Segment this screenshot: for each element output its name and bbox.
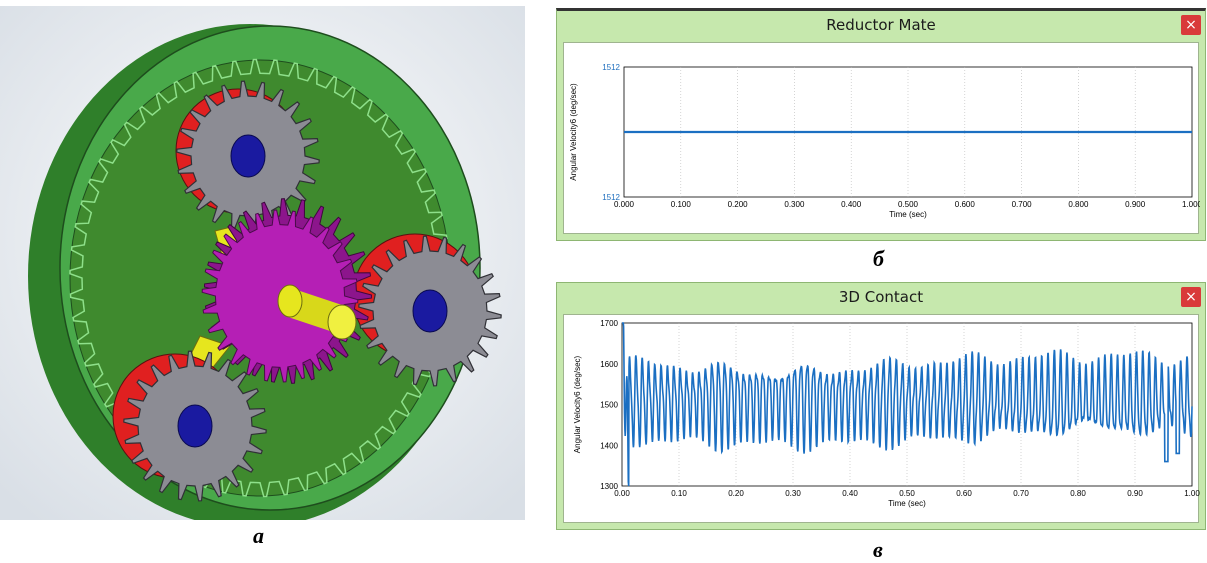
y-axis-label: Angular Velocity6 (deg/sec)	[573, 355, 582, 453]
chart-3d-contact: 0.00 0.10 0.20 0.30 0.40 0.50 0.60 0.70 0.80 0.90…	[573, 319, 1200, 508]
plot-window-reductor-mate[interactable]: Reductor Mate × 0.000 0.100 0.200 0.300 0.40…	[556, 8, 1206, 241]
plot-area: 0.000 0.100 0.200 0.300 0.400 0.500 0.600 0.700…	[563, 42, 1200, 234]
figure-caption-b: б	[873, 246, 884, 271]
window-title: 3D Contact	[838, 288, 924, 306]
window-titlebar[interactable]: Reductor Mate ×	[557, 11, 1205, 40]
planet-gear	[176, 80, 320, 232]
ring-gear-teeth	[69, 58, 451, 498]
plot-window-3d-contact[interactable]: 3D Contact × 0.00 0.10 0.20 0.30 0.40 0.50 0.6…	[556, 282, 1206, 530]
x-tick-label: 1.00	[1184, 489, 1200, 498]
x-tick-label: 0.100	[671, 200, 692, 209]
chart-reductor-mate: 0.000 0.100 0.200 0.300 0.400 0.500 0.600 0.700…	[569, 63, 1200, 219]
shaft	[277, 284, 357, 340]
close-button[interactable]: ×	[1181, 287, 1201, 307]
x-tick-label: 0.500	[898, 200, 919, 209]
x-tick-label: 0.900	[1125, 200, 1146, 209]
x-tick-label: 0.70	[1013, 489, 1029, 498]
planet-hub	[412, 289, 448, 333]
x-tick-label: 0.30	[785, 489, 801, 498]
x-tick-label: 0.600	[955, 200, 976, 209]
x-tick-label: 0.800	[1068, 200, 1089, 209]
x-tick-label: 0.00	[614, 489, 630, 498]
planetary-gear-illustration	[0, 6, 525, 520]
y-tick-label: 1700	[600, 319, 618, 328]
planet-gear	[123, 350, 267, 502]
y-axis-label: Angular Velocity6 (deg/sec)	[569, 83, 578, 181]
x-tick-label: 0.50	[899, 489, 915, 498]
x-tick-label: 0.300	[784, 200, 805, 209]
figure-caption-c: в	[873, 537, 883, 562]
x-tick-label: 0.400	[841, 200, 862, 209]
x-tick-label: 0.60	[956, 489, 972, 498]
x-tick-label: 0.40	[842, 489, 858, 498]
x-axis-label: Time (sec)	[889, 210, 927, 219]
y-tick-label: 1600	[600, 360, 618, 369]
figure-caption-a: a	[253, 523, 264, 548]
x-tick-label: 0.700	[1012, 200, 1033, 209]
x-tick-label: 0.90	[1127, 489, 1143, 498]
x-axis-label: Time (sec)	[888, 499, 926, 508]
x-tick-label: 0.200	[728, 200, 749, 209]
y-tick-label: 1400	[600, 441, 618, 450]
series-line	[622, 322, 1193, 487]
x-tick-label: 0.20	[728, 489, 744, 498]
x-tick-label: 0.10	[671, 489, 687, 498]
x-tick-label: 0.000	[614, 200, 635, 209]
y-tick-label: 1300	[600, 482, 618, 491]
close-button[interactable]: ×	[1181, 15, 1201, 35]
x-tick-label: 1.000	[1182, 200, 1200, 209]
y-tick-label: 1512	[602, 193, 620, 202]
planet-hub	[177, 404, 213, 448]
x-tick-label: 0.80	[1070, 489, 1086, 498]
window-title: Reductor Mate	[826, 16, 936, 34]
plot-area: 0.00 0.10 0.20 0.30 0.40 0.50 0.60 0.70 0.80 0.90…	[563, 314, 1200, 523]
y-tick-label: 1512	[602, 63, 620, 72]
window-titlebar[interactable]: 3D Contact ×	[557, 283, 1205, 312]
planet-hub	[230, 134, 266, 178]
planet-gear	[358, 235, 502, 387]
y-tick-label: 1500	[600, 401, 618, 410]
